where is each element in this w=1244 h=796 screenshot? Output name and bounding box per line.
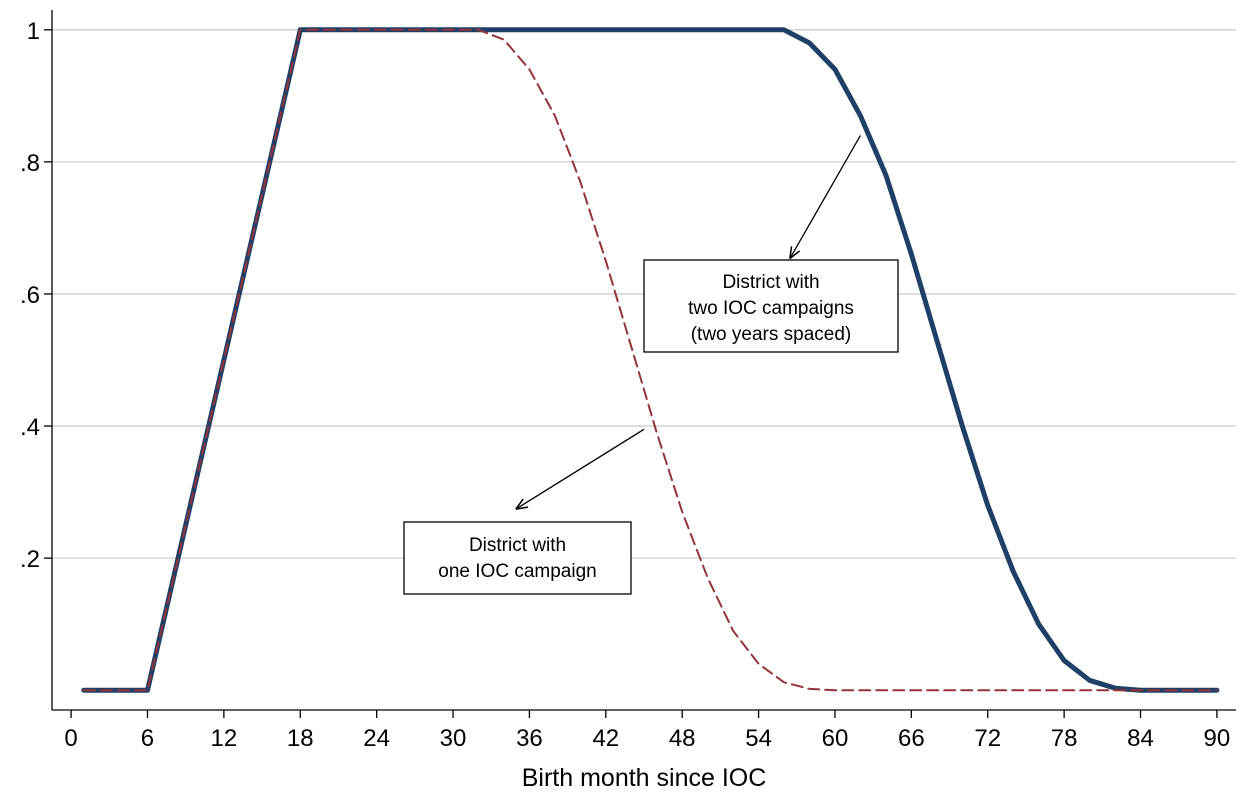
x-tick-label: 90 (1204, 725, 1231, 752)
x-axis-title: Birth month since IOC (522, 764, 767, 792)
annotation-arrow (790, 135, 861, 257)
annotation-text: District with (722, 272, 819, 293)
x-tick-label: 48 (669, 725, 696, 752)
x-tick-label: 12 (211, 725, 238, 752)
x-tick-label: 42 (592, 725, 619, 752)
series-lines (81, 27, 1220, 693)
x-tick-label: 78 (1051, 725, 1078, 752)
annotations: District with two IOC campaigns (two years… (403, 135, 899, 595)
series-line-two-campaigns (81, 27, 1220, 693)
y-tick-label: .8 (20, 150, 40, 177)
annotation-arrow (517, 428, 645, 508)
x-tick-label: 84 (1127, 725, 1154, 752)
annotation-text: one IOC campaign (438, 561, 596, 582)
x-tick-label: 24 (363, 725, 390, 752)
x-tick-label: 72 (974, 725, 1001, 752)
annotation-text: District with (469, 535, 566, 556)
y-tick-label: .4 (20, 414, 40, 441)
x-tick-label: 60 (822, 725, 849, 752)
x-tick-label: 18 (287, 725, 314, 752)
annotation-text: two IOC campaigns (688, 298, 854, 319)
x-tick-label: 36 (516, 725, 543, 752)
annotation-box (643, 259, 899, 353)
annotation-box (403, 521, 632, 595)
y-tick-label: 1 (27, 18, 40, 45)
y-tick-label: .6 (20, 282, 40, 309)
axes: .2 .4 .6 .8 1 0 6 12 18 24 30 36 42 48 54 60 66 72 78 84 90 (20, 10, 1236, 752)
x-tick-label: 54 (745, 725, 772, 752)
x-tick-label: 0 (64, 725, 77, 752)
series-line-one-campaign (82, 28, 1218, 692)
annotation-text: (two years spaced) (691, 324, 852, 345)
x-tick-label: 30 (440, 725, 467, 752)
y-tick-label: .2 (20, 546, 40, 573)
x-tick-label: 6 (141, 725, 154, 752)
x-tick-label: 66 (898, 725, 925, 752)
